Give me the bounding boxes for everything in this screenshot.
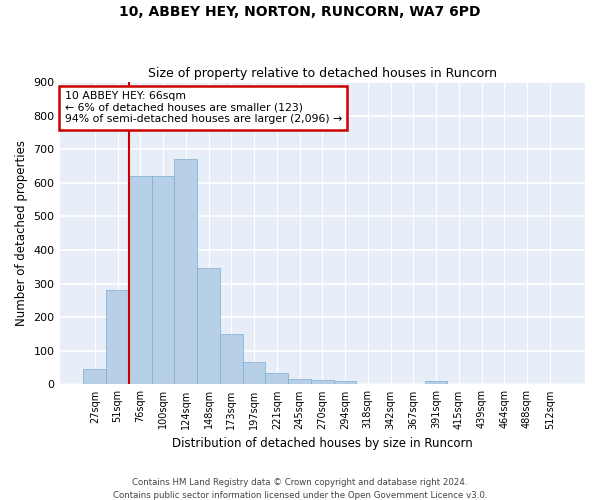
- Bar: [175, 160, 197, 384]
- Bar: [220, 334, 242, 384]
- Title: Size of property relative to detached houses in Runcorn: Size of property relative to detached ho…: [148, 66, 497, 80]
- Bar: [334, 381, 356, 384]
- Bar: [83, 369, 106, 384]
- Text: 10, ABBEY HEY, NORTON, RUNCORN, WA7 6PD: 10, ABBEY HEY, NORTON, RUNCORN, WA7 6PD: [119, 5, 481, 19]
- Bar: [129, 176, 152, 384]
- Text: Contains HM Land Registry data © Crown copyright and database right 2024.
Contai: Contains HM Land Registry data © Crown c…: [113, 478, 487, 500]
- Bar: [106, 290, 129, 384]
- Text: 10 ABBEY HEY: 66sqm
← 6% of detached houses are smaller (123)
94% of semi-detach: 10 ABBEY HEY: 66sqm ← 6% of detached hou…: [65, 91, 342, 124]
- Bar: [152, 176, 175, 384]
- Bar: [425, 381, 448, 384]
- X-axis label: Distribution of detached houses by size in Runcorn: Distribution of detached houses by size …: [172, 437, 473, 450]
- Bar: [288, 378, 311, 384]
- Bar: [265, 374, 288, 384]
- Bar: [197, 268, 220, 384]
- Bar: [311, 380, 334, 384]
- Bar: [242, 362, 265, 384]
- Y-axis label: Number of detached properties: Number of detached properties: [15, 140, 28, 326]
